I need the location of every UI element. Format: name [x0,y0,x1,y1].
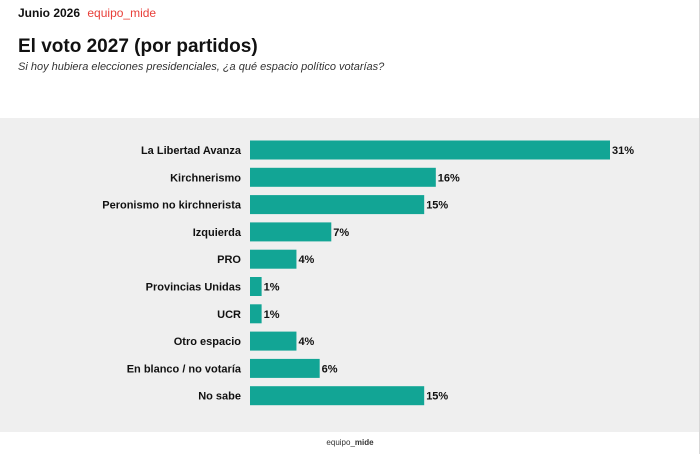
bar [250,358,320,378]
category-label: Otro espacio [174,336,242,348]
bar [250,249,297,269]
category-label: Peronismo no kirchnerista [102,200,242,212]
value-label: 6% [322,363,338,375]
brand-tag: equipo_mide [87,6,157,20]
category-label: No sabe [198,391,241,403]
bar [250,304,262,324]
bar [250,277,262,296]
category-label: Kirchnerismo [170,172,241,184]
bar [250,386,425,406]
category-label: La Libertad Avanza [141,145,242,157]
value-label: 31% [612,145,634,157]
top-bar: Junio 2026 equipo_mide [18,6,156,20]
category-label: Izquierda [193,227,242,239]
bar [250,140,610,160]
category-label: UCR [217,309,241,321]
value-label: 4% [298,336,314,348]
bar [250,167,436,187]
bar [250,331,297,351]
bar [250,195,425,215]
bar-chart: La Libertad Avanza 31% Kirchnerismo 16% Pero… [102,140,634,406]
category-label: Provincias Unidas [146,282,241,294]
report-date: Junio 2026 [18,6,81,20]
value-label: 15% [426,391,448,403]
value-label: 7% [333,227,349,239]
value-label: 16% [438,172,460,184]
value-label: 4% [298,254,314,266]
value-label: 1% [264,282,280,294]
value-label: 15% [426,200,448,212]
chart-title: El voto 2027 (por partidos) [18,36,258,57]
footer-bold: mide [354,438,374,447]
bar [250,222,332,242]
chart-panel: La Libertad Avanza 31% Kirchnerismo 16% Pero… [0,118,700,432]
chart-subtitle: Si hoy hubiera elecciones presidenciales… [18,61,385,73]
category-label: PRO [217,254,241,266]
category-label: En blanco / no votaría [127,363,242,375]
footer-brand: equipo_mide [0,438,700,447]
value-label: 1% [264,309,280,321]
footer-prefix: equipo_ [326,438,355,447]
